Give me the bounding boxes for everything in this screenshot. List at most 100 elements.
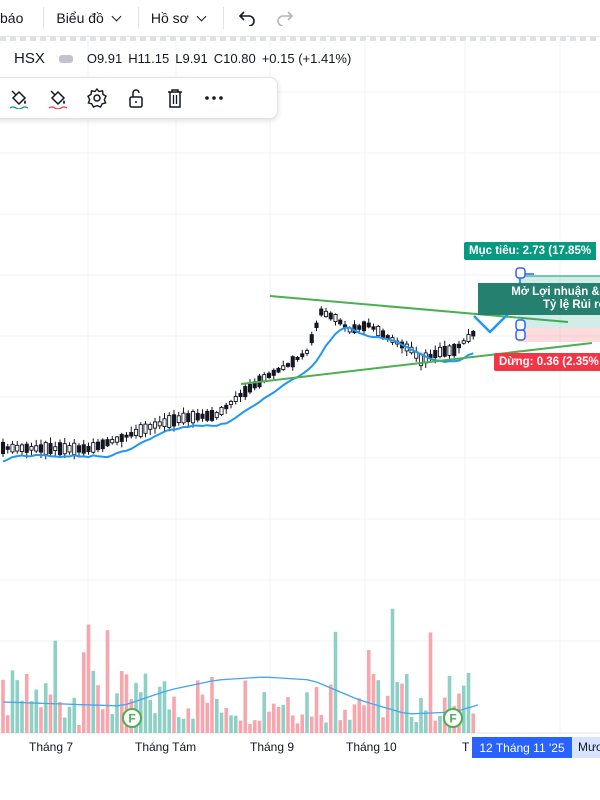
volume-bar	[53, 640, 58, 733]
paint-bucket-red-icon	[48, 90, 67, 109]
candle-body	[95, 441, 101, 451]
crosshair-date-badge: 12 Tháng 11 '25	[472, 737, 572, 758]
volume-bar	[433, 720, 438, 733]
volume-bar	[58, 701, 62, 733]
candle-body	[110, 439, 115, 444]
candle-body	[228, 400, 234, 406]
volume-bar	[466, 673, 471, 733]
candle-body	[114, 436, 120, 443]
volume-bar	[276, 706, 281, 733]
volume-bar	[281, 704, 286, 733]
volume-bar	[385, 695, 390, 733]
volume-bar	[371, 673, 376, 733]
candle-body	[91, 442, 96, 453]
x-label-nov: T	[462, 740, 470, 754]
volume-bar	[404, 673, 409, 733]
fill-color-red-button[interactable]	[38, 78, 77, 118]
candle-body	[157, 421, 162, 427]
volume-bar	[238, 720, 243, 733]
candle-body	[124, 434, 129, 438]
menu-bao[interactable]: báo	[0, 0, 31, 36]
volume-bar	[153, 713, 157, 733]
target-label[interactable]: Mục tiêu: 2.73 (17.85%	[464, 242, 597, 260]
volume-bar	[86, 624, 91, 733]
volume-bar	[419, 698, 423, 733]
volume-bar	[15, 680, 20, 733]
candle-body	[328, 312, 333, 320]
volume-bar	[1, 679, 5, 733]
high-value: H11.15	[128, 51, 170, 66]
candle-body	[338, 319, 343, 325]
candle-body	[10, 443, 15, 453]
open-pl-box[interactable]: Mở Lợi nhuận & Thu Tỷ lệ Rủi ro/Lợ	[478, 283, 600, 315]
open-pl-line2: Tỷ lệ Rủi ro/Lợ	[542, 299, 600, 311]
divider	[43, 7, 45, 29]
candle-body	[38, 444, 44, 453]
candle-body	[442, 345, 447, 357]
volume-bar	[347, 719, 352, 733]
volume-bar	[119, 671, 124, 733]
candle-body	[357, 325, 362, 330]
volume-bar	[105, 630, 110, 733]
change-value: +0.15 (+1.41%)	[261, 51, 352, 66]
undo-button[interactable]	[224, 0, 264, 36]
fill-color-button[interactable]	[0, 78, 38, 118]
volume-bar	[343, 709, 347, 733]
delete-button[interactable]	[155, 78, 194, 118]
profile-menu-button[interactable]: Hồ sơ	[139, 0, 213, 36]
lock-button[interactable]	[116, 78, 155, 118]
redo-button[interactable]	[264, 0, 302, 36]
candle-body	[281, 365, 286, 370]
settings-button[interactable]	[77, 78, 116, 118]
visibility-icon[interactable]	[58, 54, 73, 63]
candle-body	[224, 404, 229, 410]
candle-body	[34, 445, 39, 452]
candle-body	[319, 308, 324, 316]
volume-bar	[100, 709, 105, 733]
volume-bar	[81, 652, 86, 733]
volume-bar	[48, 694, 53, 733]
gear-icon	[86, 87, 107, 108]
candle-body	[271, 369, 276, 376]
candle-body	[76, 445, 82, 453]
volume-bar	[10, 670, 15, 733]
volume-bar	[290, 715, 295, 733]
volume-bar	[214, 698, 219, 733]
trash-icon	[167, 89, 182, 108]
redo-icon	[277, 11, 293, 26]
candle-body	[247, 383, 253, 393]
volume-bar	[267, 711, 271, 733]
candle-body	[43, 442, 48, 455]
symbol-name[interactable]: HSX	[14, 50, 45, 67]
close-value: C10.80	[213, 51, 256, 66]
ma-line	[2, 326, 474, 463]
candle-body	[72, 442, 77, 455]
volume-bar	[248, 724, 252, 733]
more-options-button[interactable]	[194, 78, 233, 118]
target-handle-top	[515, 267, 526, 279]
drawing-toolbar	[0, 77, 278, 119]
candle-body	[437, 346, 443, 358]
volume-bar	[400, 683, 404, 733]
earnings-marker-circle	[122, 708, 142, 728]
volume-bar	[110, 713, 115, 733]
volume-bar	[195, 680, 200, 733]
candle-body	[309, 334, 314, 344]
volume-moving-average	[2, 676, 479, 715]
symbol-legend: HSX O9.91 H11.15 L9.91 C10.80 +0.15 (+1.…	[14, 50, 351, 67]
volume-bar	[229, 715, 233, 733]
stop-label[interactable]: Dừng: 0.36 (2.35%	[494, 353, 600, 371]
volume-bar	[243, 680, 248, 733]
volume-bar	[381, 717, 385, 733]
chart-menu-button[interactable]: Biểu đồ	[44, 0, 127, 36]
volume-bar	[134, 682, 138, 733]
candle-body	[219, 406, 224, 416]
candle-body	[181, 412, 186, 424]
volume-bar	[29, 701, 34, 733]
volume-bar	[67, 706, 72, 733]
volume-bar	[62, 717, 67, 733]
candle-body	[138, 424, 143, 437]
divider	[137, 7, 139, 29]
volume-bar	[324, 722, 328, 733]
